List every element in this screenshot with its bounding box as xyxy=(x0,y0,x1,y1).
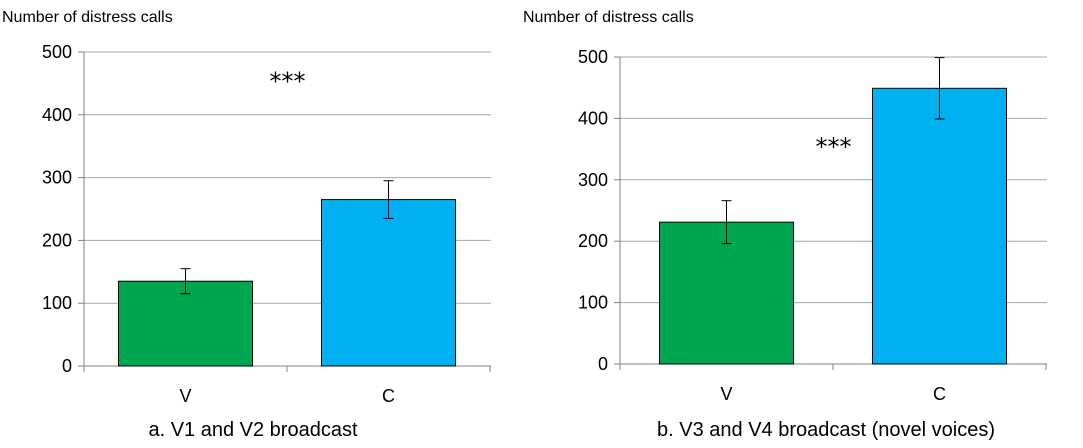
y-tick-label: 400 xyxy=(578,108,608,128)
bar-c xyxy=(872,87,1007,365)
y-tick-label: 500 xyxy=(578,47,608,67)
y-tick-label: 0 xyxy=(62,356,72,376)
bar-v xyxy=(118,280,253,367)
y-tick-label: 500 xyxy=(42,42,72,62)
chart-caption: b. V3 and V4 broadcast (novel voices) xyxy=(657,419,995,441)
y-tick-label: 300 xyxy=(578,170,608,190)
chart-panel-b: Number of distress calls 0 100 200 300 400 500… xyxy=(523,9,1047,441)
y-tick-label: 200 xyxy=(42,230,72,250)
x-category-label: V xyxy=(179,386,191,406)
bar-c xyxy=(321,199,456,367)
significance-annotation: *** xyxy=(270,68,306,96)
y-tick-label: 200 xyxy=(578,231,608,251)
y-tick-label: 300 xyxy=(42,168,72,188)
chart-caption: a. V1 and V2 broadcast xyxy=(148,419,357,441)
x-category-label: C xyxy=(382,386,395,406)
significance-annotation: *** xyxy=(816,133,852,161)
x-category-label: V xyxy=(720,384,732,404)
chart-panel-a: Number of distress calls 0 100 200 300 400 500… xyxy=(2,9,491,441)
y-tick-label: 100 xyxy=(578,293,608,313)
y-tick-label: 400 xyxy=(42,105,72,125)
y-tick-label: 100 xyxy=(42,293,72,313)
bar-v xyxy=(659,221,794,365)
x-category-label: C xyxy=(933,384,946,404)
y-axis-label: Number of distress calls xyxy=(523,9,694,26)
y-tick-label: 0 xyxy=(598,354,608,374)
y-axis-label: Number of distress calls xyxy=(2,9,173,26)
